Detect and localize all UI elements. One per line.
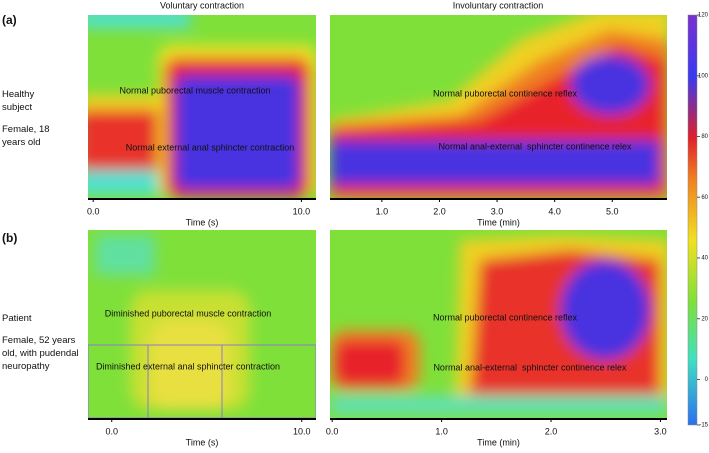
subject: Patient [2,313,32,324]
x-axis-label: Time (s) [186,217,219,227]
x-tick-label: 0.0 [105,426,118,436]
colorbar-tick-label: 60 [701,195,708,201]
colorbar-tick-label: 100 [698,73,709,79]
column-title: Involuntary contraction [453,0,544,10]
colorbar-tick-label: 40 [701,256,708,262]
colorbar-tick-label: -15 [699,423,708,429]
annotation: Diminished external anal sphincter contr… [96,361,280,371]
x-tick-label: 3.0 [654,426,667,436]
description: Female, 52 years old, with pudendal neur… [2,335,79,372]
heatmap [330,230,667,418]
row-label: (a) [2,13,17,27]
x-tick-label: 5.0 [606,206,619,216]
colorbar-tick-label: 0 [705,377,709,383]
x-tick-label: 2.0 [545,426,558,436]
x-axis-label: Time (s) [186,437,219,447]
x-tick-label: 1.0 [376,206,389,216]
x-axis-label: Time (min) [477,437,520,447]
heatmap [88,230,316,418]
x-tick-label: 1.0 [435,426,448,436]
x-tick-label: 3.0 [491,206,504,216]
annotation: Normal puborectal continence reflex [433,88,578,98]
x-tick-label: 0.0 [326,426,339,436]
annotation: Diminished puborectal muscle contraction [105,308,272,318]
annotation: Normal anal-external sphincter continenc… [438,141,632,151]
x-tick-label: 0.0 [87,206,100,216]
column-title: Voluntary contraction [160,0,244,10]
colorbar-tick-label: 20 [701,316,708,322]
heatmap [88,15,316,198]
annotation: Normal external anal sphincter contracti… [126,142,295,152]
annotation: Normal puborectal continence reflex [433,312,578,322]
subject: Healthy subject [2,89,35,113]
x-axis-label: Time (min) [477,217,520,227]
colorbar-tick-label: 80 [701,134,708,140]
row-label: (b) [2,231,18,245]
colorbar-tick-label: 120 [698,13,709,19]
annotation: Normal puborectal muscle contraction [119,85,270,95]
x-tick-label: 10.0 [293,206,311,216]
x-tick-label: 4.0 [548,206,561,216]
heatmap [330,15,667,198]
x-tick-label: 2.0 [433,206,446,216]
baseline [88,198,667,420]
x-tick-label: 10.0 [293,426,311,436]
description: Female, 18 years old [2,124,50,148]
colorbar [687,14,698,426]
annotation: Normal anal-external sphincter continenc… [433,362,627,372]
